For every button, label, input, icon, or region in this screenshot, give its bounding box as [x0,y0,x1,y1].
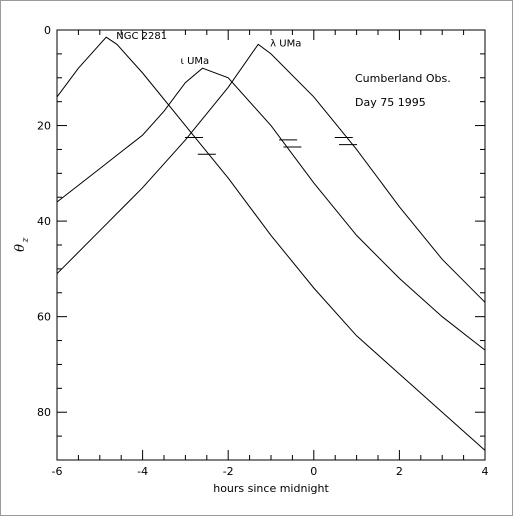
series-labels: NGC 2281 ι UMa λ UMa [116,31,301,67]
annotation-date: Day 75 1995 [355,96,426,109]
x-tick-label: 0 [310,465,317,478]
series-line-2 [56,43,486,303]
series-label-2: λ UMa [270,38,301,49]
x-axis-label: hours since midnight [213,482,329,495]
series-label-1: ι UMa [181,56,210,67]
y-tick-label: 40 [37,215,51,228]
x-tick-label: 4 [482,465,489,478]
x-tick-label: -2 [223,465,234,478]
series-lines [56,36,486,451]
annotation-observatory: Cumberland Obs. [355,72,451,85]
series-line-0 [56,36,486,451]
y-tick-label: 20 [37,120,51,133]
plot-area [56,29,486,461]
x-tick-label: -4 [137,465,148,478]
x-tick-label: -6 [52,465,63,478]
y-axis-label-subscript: z [21,237,31,243]
axis-ticks [56,29,486,461]
x-tick-label: 2 [396,465,403,478]
y-tick-label: 60 [37,311,51,324]
y-tick-label: 0 [44,24,51,37]
series-line-1 [56,67,486,351]
series-label-0: NGC 2281 [116,31,167,42]
y-tick-label: 80 [37,406,51,419]
error-marks [184,137,358,155]
y-axis-label: θ z [13,237,31,252]
y-axis-label-symbol: θ [13,244,28,252]
